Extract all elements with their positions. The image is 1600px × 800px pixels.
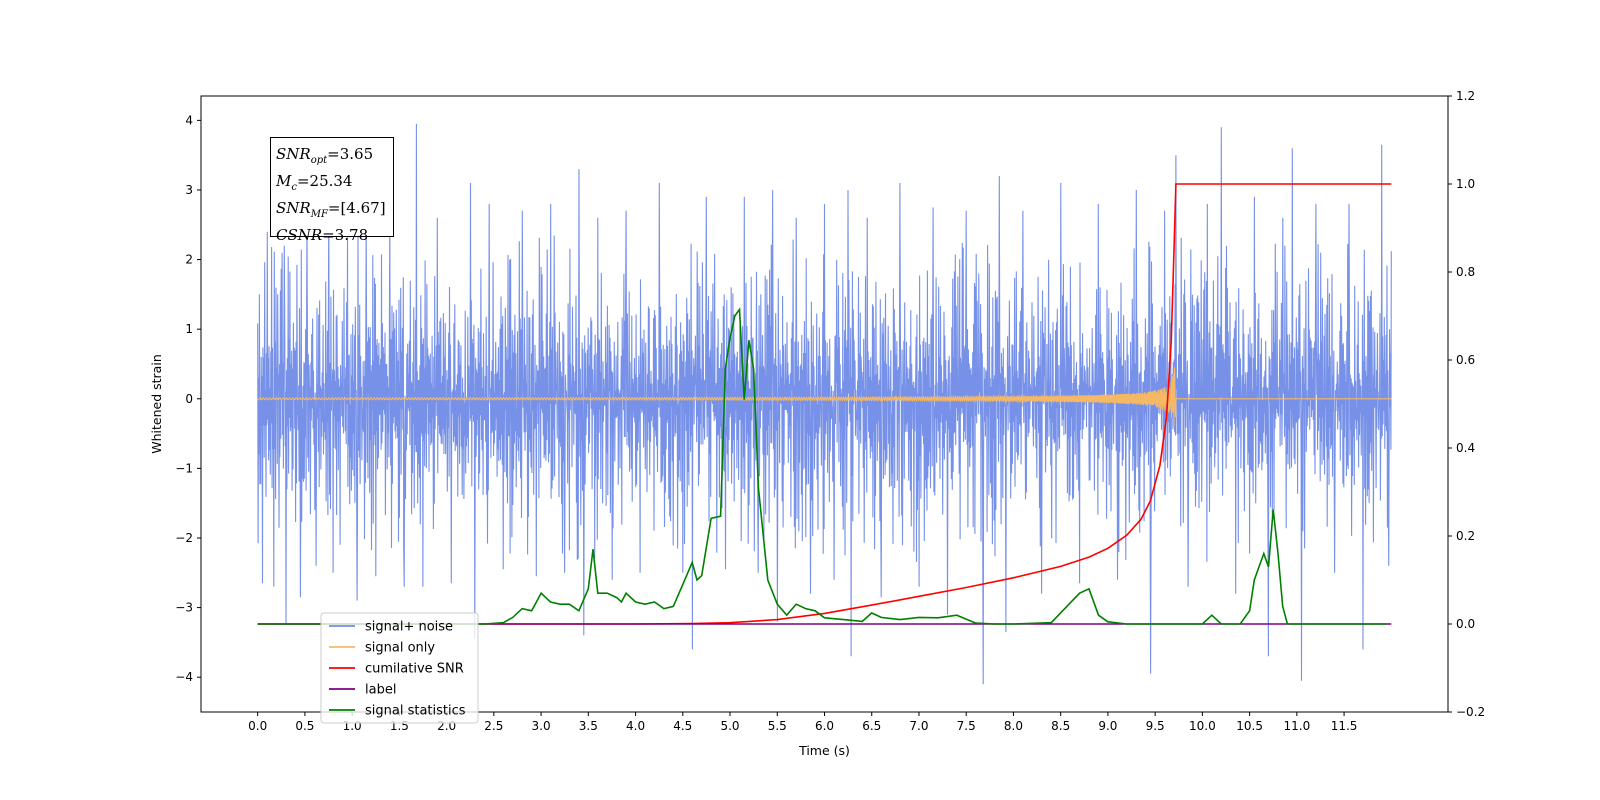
y-axis-left: −4 −3 −2 −1 0 1 2 3 4 [175, 113, 201, 684]
x-tick-label: 0.5 [295, 719, 314, 733]
x-tick-label: 9.5 [1146, 719, 1165, 733]
y-axis-label: Whitened strain [149, 354, 164, 453]
snr-opt-value: =3.65 [327, 145, 374, 163]
x-tick-label: 11.0 [1283, 719, 1310, 733]
y-tick-label: 4 [185, 113, 193, 127]
y-tick-label: −1 [175, 461, 193, 475]
y-tick-label: 2 [185, 253, 193, 267]
csnr-value: =3.78 [322, 226, 369, 244]
x-tick-label: 11.5 [1331, 719, 1358, 733]
y-tick-label: −3 [175, 601, 193, 615]
y-tick-label: 1 [185, 322, 193, 336]
series-cumilative-snr-line [257, 183, 1392, 625]
mc-value: =25.34 [296, 172, 353, 190]
snr-mf-annotation: SNRMF=[4.67] [276, 198, 393, 225]
snr-opt-annotation: SNRopt=3.65 [276, 144, 393, 171]
chirp-mass-annotation: Mc=25.34 [276, 171, 393, 198]
y-tick-label: 3 [185, 183, 193, 197]
x-tick-label: 6.5 [862, 719, 881, 733]
x-tick-label: 7.0 [909, 719, 928, 733]
x-tick-label: 8.0 [1004, 719, 1023, 733]
x-axis: 0.0 0.5 1.0 1.5 2.0 2.5 3.0 3.5 4.0 4.5 5.0 5.5 6.0 6… [248, 712, 1357, 733]
y-tick-label: −4 [175, 670, 193, 684]
legend-label: signal statistics [365, 704, 466, 719]
stats-annotation-box: SNRopt=3.65 Mc=25.34 SNRMF=[4.67] CSNR=3… [270, 137, 394, 244]
y-tick-label: −2 [175, 531, 193, 545]
x-tick-label: 5.5 [768, 719, 787, 733]
y-right-tick-label: 0.6 [1456, 353, 1475, 367]
x-tick-label: 9.0 [1098, 719, 1117, 733]
x-tick-label: 10.5 [1236, 719, 1263, 733]
legend-label: signal only [365, 641, 435, 656]
x-tick-label: 7.5 [957, 719, 976, 733]
x-tick-label: 4.0 [626, 719, 645, 733]
csnr-symbol: CSNR [276, 226, 323, 244]
x-tick-label: 5.0 [720, 719, 739, 733]
mc-symbol: M [276, 172, 292, 190]
y-right-tick-label: 0.0 [1456, 617, 1475, 631]
y-right-tick-label: −0.2 [1456, 705, 1485, 719]
snr-mf-subscript: MF [310, 209, 328, 220]
y-right-tick-label: 0.4 [1456, 441, 1475, 455]
series-signal-only-line [257, 367, 1392, 427]
x-tick-label: 3.5 [579, 719, 598, 733]
y-right-tick-label: 1.2 [1456, 89, 1475, 103]
y-tick-label: 0 [185, 392, 193, 406]
legend-label: label [365, 683, 396, 698]
series-signal-statistics-line [257, 307, 1387, 625]
x-tick-label: 8.5 [1051, 719, 1070, 733]
x-tick-label: 10.0 [1189, 719, 1216, 733]
y-axis-right: −0.2 0.0 0.2 0.4 0.6 0.8 1.0 1.2 [1448, 89, 1485, 719]
y-right-tick-label: 1.0 [1456, 177, 1475, 191]
legend-box [320, 612, 479, 724]
legend-label: signal+ noise [365, 620, 453, 635]
snr-opt-subscript: opt [310, 155, 328, 166]
x-tick-label: 3.0 [532, 719, 551, 733]
x-tick-label: 0.0 [248, 719, 267, 733]
legend: signal+ noise signal only cumilative SNR la… [320, 612, 479, 724]
series-signal-noise-line [257, 123, 1392, 685]
snr-mf-symbol: SNR [276, 199, 311, 217]
y-right-tick-label: 0.8 [1456, 265, 1475, 279]
legend-label: cumilative SNR [365, 662, 464, 677]
y-right-tick-label: 0.2 [1456, 529, 1475, 543]
mc-subscript: c [291, 182, 297, 193]
csnr-annotation: CSNR=3.78 [276, 225, 393, 246]
x-tick-label: 2.5 [484, 719, 503, 733]
snr-mf-value: =[4.67] [327, 199, 386, 217]
snr-opt-symbol: SNR [276, 145, 311, 163]
x-tick-label: 6.0 [815, 719, 834, 733]
x-axis-label: Time (s) [798, 743, 850, 758]
x-tick-label: 4.5 [673, 719, 692, 733]
